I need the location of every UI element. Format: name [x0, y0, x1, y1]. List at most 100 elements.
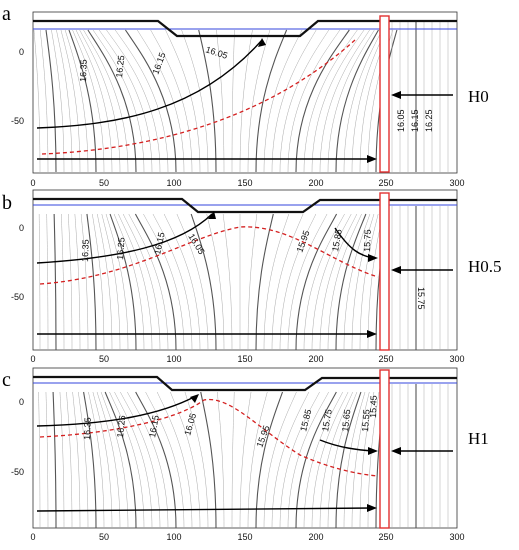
x-tick-label: 200: [308, 354, 323, 364]
contour-line: [113, 213, 145, 351]
arrow-head-icon: [367, 155, 377, 163]
contour-label: 16.35: [78, 59, 89, 82]
arrow-head-icon: [368, 447, 378, 455]
contour-line: [98, 29, 153, 173]
contour-line: [135, 391, 177, 529]
contour-line: [105, 213, 129, 351]
flow-path-to-pit: [36, 395, 197, 427]
contour-label: 16.35: [80, 239, 91, 262]
contour-label: 15.45: [368, 395, 379, 418]
contour-line: [127, 391, 169, 529]
contour-line: [78, 391, 89, 529]
contour-line: [114, 391, 153, 529]
x-tick-label: 150: [237, 532, 252, 542]
contour-label: 15.65: [340, 409, 352, 432]
contour-line: [295, 213, 338, 351]
contour-line: [343, 391, 366, 529]
contour-line: [231, 391, 235, 529]
contour-line: [125, 29, 177, 173]
x-tick-label: 200: [308, 178, 323, 188]
cutoff-wall: [379, 192, 390, 351]
contour-line: [287, 29, 341, 173]
x-tick-label: 300: [449, 354, 464, 364]
x-tick-label: 250: [378, 178, 393, 188]
y-tick-label: 0: [19, 397, 24, 407]
contour-line: [96, 391, 121, 529]
contour-line: [45, 29, 57, 173]
contour-line: [176, 213, 209, 351]
contour-line: [80, 213, 89, 351]
contour-line: [319, 391, 353, 529]
contour-line: [134, 213, 177, 351]
contour-line: [181, 29, 209, 173]
contour-line: [263, 391, 297, 529]
contour-line: [303, 29, 358, 173]
contour-line: [198, 29, 217, 173]
contour-line: [118, 213, 153, 351]
contour-line: [56, 29, 73, 173]
contour-label: 16.35: [82, 417, 93, 440]
contour-label: 15.75: [416, 287, 426, 310]
contour-line: [311, 29, 365, 173]
contour-line: [150, 29, 193, 173]
contour-line: [60, 29, 81, 173]
contour-line: [222, 213, 233, 351]
x-tick-label: 0: [30, 354, 35, 364]
contour-line: [206, 213, 225, 351]
contour-line: [351, 391, 370, 529]
contour-line: [87, 29, 137, 173]
contour-line: [255, 29, 288, 173]
scenario-label: H1: [468, 429, 489, 448]
x-tick-label: 100: [166, 532, 181, 542]
contour-line: [170, 391, 201, 529]
contour-line: [263, 213, 290, 351]
x-tick-label: 50: [99, 354, 109, 364]
contour-label: 16.15: [410, 109, 420, 132]
ground-surface-with-excavation: [33, 375, 457, 392]
contour-line: [247, 213, 258, 351]
contour-line: [92, 391, 113, 529]
contour-line: [92, 29, 145, 173]
x-tick-label: 100: [166, 354, 181, 364]
contour-line: [66, 391, 73, 529]
x-tick-label: 150: [237, 354, 252, 364]
contour-label: 15.75: [362, 229, 373, 252]
x-tick-label: 300: [449, 178, 464, 188]
scenario-label: H0: [468, 87, 489, 106]
arrow-head-icon: [391, 266, 401, 274]
x-tick-label: 150: [237, 178, 252, 188]
x-tick-label: 0: [30, 532, 35, 542]
x-tick-label: 250: [378, 354, 393, 364]
contour-line: [104, 391, 137, 529]
contour-line: [122, 213, 161, 351]
contour-line: [311, 391, 349, 529]
contour-label: 16.15: [152, 231, 166, 255]
contour-line: [46, 213, 49, 351]
contour-line: [79, 29, 121, 173]
contour-line: [83, 29, 129, 173]
contour-line: [335, 29, 379, 173]
contour-line: [200, 391, 217, 529]
contour-line: [216, 29, 225, 173]
y-axis-ticks: 0 -50: [11, 397, 24, 477]
plot-frame: [32, 367, 458, 529]
contour-label: 15.55: [360, 409, 372, 432]
contour-line: [271, 29, 317, 173]
contour-line: [68, 29, 97, 173]
contour-line: [92, 213, 105, 351]
contour-line: [61, 213, 65, 351]
x-tick-label: 50: [99, 178, 109, 188]
contour-line: [64, 29, 89, 173]
contour-line: [109, 213, 137, 351]
arrow-head-icon: [391, 447, 401, 455]
x-tick-label: 300: [449, 532, 464, 542]
contour-line: [351, 213, 375, 351]
contour-line: [359, 391, 375, 529]
cutoff-wall: [379, 369, 390, 529]
contour-line: [128, 213, 169, 351]
panel-letter: b: [2, 192, 12, 214]
contour-line: [39, 29, 49, 173]
contour-line: [239, 391, 252, 529]
flow-path-to-pit: [36, 213, 213, 264]
contour-label: 16.15: [147, 414, 161, 438]
